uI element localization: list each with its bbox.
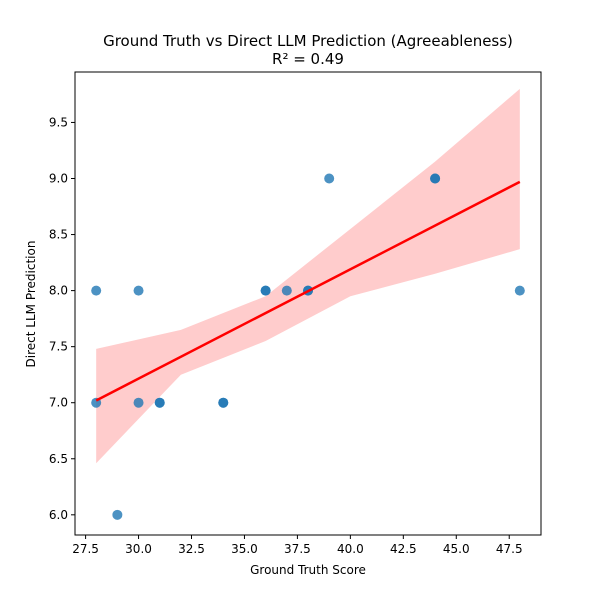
y-tick-label: 8.5 (49, 228, 68, 242)
x-tick-label: 40.0 (337, 542, 364, 556)
data-point (91, 285, 102, 296)
data-point (260, 285, 271, 296)
y-tick-label: 9.0 (49, 172, 68, 186)
x-tick-label: 35.0 (231, 542, 258, 556)
x-tick-label: 45.0 (443, 542, 470, 556)
axes: 27.5 30.0 32.5 35.0 37.5 40.0 42.5 45.0 47.5 6.0 6… (49, 71, 542, 556)
data-point (281, 285, 292, 296)
x-axis-label: Ground Truth Score (250, 563, 366, 577)
data-point (112, 509, 123, 520)
data-point (218, 397, 229, 408)
chart-subtitle: R² = 0.49 (272, 50, 344, 68)
y-tick-label: 7.5 (49, 340, 68, 354)
plot-frame (74, 71, 542, 536)
plot-area (91, 88, 525, 520)
data-point (514, 285, 525, 296)
x-tick-label: 42.5 (390, 542, 417, 556)
chart-title: Ground Truth vs Direct LLM Prediction (A… (103, 32, 513, 50)
x-tick-label: 27.5 (72, 542, 99, 556)
data-point (154, 397, 165, 408)
x-tick-label: 37.5 (284, 542, 311, 556)
x-tick-label: 47.5 (496, 542, 523, 556)
data-point (133, 285, 144, 296)
y-tick-label: 8.0 (49, 284, 68, 298)
y-tick-label: 9.5 (49, 115, 68, 129)
y-axis-label: Direct LLM Prediction (24, 241, 38, 368)
data-point (324, 173, 335, 184)
data-point (133, 397, 144, 408)
y-tick-label: 6.0 (49, 508, 68, 522)
y-tick-label: 7.0 (49, 396, 68, 410)
x-tick-label: 32.5 (178, 542, 205, 556)
data-point (430, 173, 441, 184)
x-tick-label: 30.0 (125, 542, 152, 556)
confidence-band (96, 88, 520, 464)
y-tick-label: 6.5 (49, 452, 68, 466)
regression-line (95, 180, 521, 402)
